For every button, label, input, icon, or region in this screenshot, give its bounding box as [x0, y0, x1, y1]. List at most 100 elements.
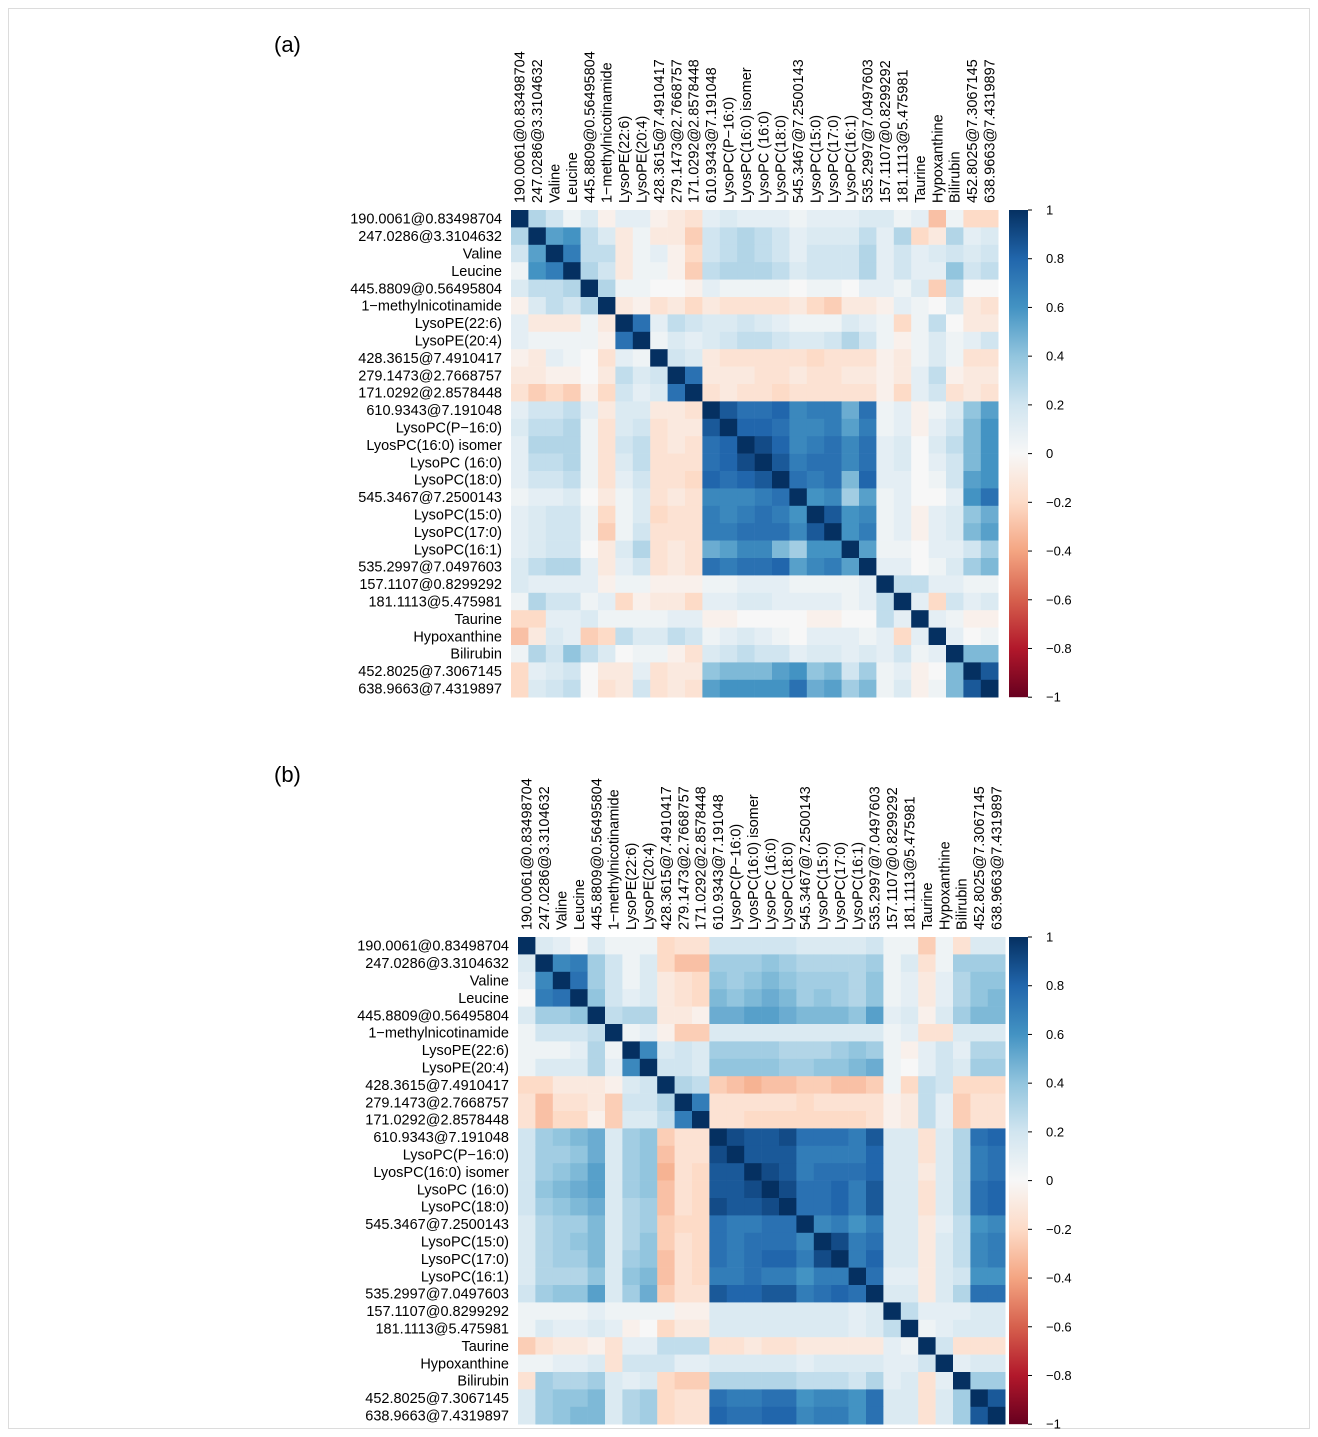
- heatmap-cell: [876, 558, 895, 576]
- heatmap-cell: [824, 645, 842, 663]
- heatmap-cell: [772, 227, 790, 246]
- heatmap-cell: [511, 488, 529, 507]
- heatmap-cell: [789, 523, 808, 541]
- heatmap-cell: [772, 366, 790, 385]
- heatmap-cell: [685, 349, 703, 367]
- row-label: 157.1107@0.8299292: [366, 1304, 509, 1320]
- heatmap-cell: [779, 1250, 797, 1268]
- heatmap-cell: [970, 1337, 989, 1355]
- heatmap-cell: [737, 244, 755, 263]
- heatmap-cell: [946, 227, 964, 246]
- heatmap-cell: [883, 1076, 902, 1094]
- heatmap-cell: [946, 471, 964, 489]
- heatmap-cell: [639, 1354, 658, 1373]
- heatmap-cell: [754, 262, 773, 280]
- heatmap-cell: [876, 210, 895, 228]
- heatmap-cell: [545, 331, 564, 350]
- heatmap-cell: [970, 1372, 989, 1390]
- heatmap-cell: [928, 662, 947, 681]
- heatmap-cell: [789, 418, 808, 437]
- heatmap-cell: [772, 610, 790, 628]
- heatmap-cell: [692, 954, 710, 973]
- column-label: 171.0292@2.8578448: [687, 59, 703, 203]
- heatmap-cell: [918, 937, 936, 955]
- heatmap-cell: [806, 262, 825, 280]
- heatmap-cell: [580, 418, 599, 437]
- heatmap-cell: [980, 488, 999, 507]
- heatmap-cell: [789, 314, 808, 333]
- heatmap-cell: [918, 1337, 936, 1355]
- heatmap-cell: [866, 1076, 884, 1094]
- heatmap-cell: [900, 1232, 919, 1251]
- heatmap-cell: [737, 297, 755, 315]
- heatmap-cell: [726, 1041, 745, 1060]
- heatmap-cell: [987, 1250, 1006, 1268]
- heatmap-cell: [866, 1058, 884, 1077]
- heatmap-cell: [789, 662, 808, 681]
- row-label: 452.8025@7.3067145: [358, 664, 502, 680]
- heatmap-cell: [702, 627, 721, 646]
- heatmap-cell: [848, 1145, 867, 1164]
- heatmap-cell: [963, 314, 982, 333]
- heatmap-cell: [667, 575, 686, 594]
- heatmap-cell: [518, 1111, 536, 1129]
- heatmap-cell: [946, 297, 964, 315]
- heatmap-cell: [535, 1024, 554, 1042]
- heatmap-cell: [946, 244, 964, 263]
- heatmap-cell: [563, 662, 581, 681]
- heatmap-cell: [598, 227, 616, 246]
- heatmap-cell: [953, 954, 971, 973]
- heatmap-cell: [615, 349, 634, 367]
- heatmap-cell: [876, 627, 895, 646]
- column-label: 171.0292@2.8578448: [694, 786, 710, 930]
- heatmap-cell: [848, 1372, 867, 1390]
- heatmap-cell: [813, 1093, 832, 1112]
- heatmap-cell: [953, 1389, 971, 1408]
- heatmap-cell: [692, 1128, 710, 1147]
- heatmap-cell: [824, 401, 842, 420]
- heatmap-cell: [737, 366, 755, 385]
- heatmap-cell: [754, 436, 773, 454]
- heatmap-cell: [876, 540, 895, 559]
- heatmap-cell: [789, 244, 808, 263]
- heatmap-cell: [859, 558, 877, 576]
- heatmap-cell: [779, 1285, 797, 1303]
- heatmap-cell: [719, 471, 738, 489]
- heatmap-cell: [632, 244, 651, 263]
- heatmap-cell: [692, 1006, 710, 1025]
- heatmap-cell: [615, 279, 634, 298]
- heatmap-cell: [928, 523, 947, 541]
- heatmap-cell: [535, 1006, 554, 1025]
- heatmap-cell: [587, 1319, 606, 1338]
- heatmap-cell: [848, 1267, 867, 1286]
- heatmap-cell: [580, 679, 599, 698]
- heatmap-cell: [900, 1006, 919, 1025]
- heatmap-cell: [831, 1058, 849, 1077]
- heatmap-cell: [900, 1354, 919, 1373]
- heatmap-cell: [848, 1128, 867, 1147]
- heatmap-cell: [970, 1093, 989, 1112]
- heatmap-cell: [813, 937, 832, 955]
- heatmap-cell: [824, 488, 842, 507]
- heatmap-cell: [615, 297, 634, 315]
- heatmap-cell: [587, 989, 606, 1007]
- heatmap-cell: [744, 1111, 762, 1129]
- heatmap-cell: [545, 540, 564, 559]
- row-label: LyosPC(16:0) isomer: [366, 438, 502, 454]
- heatmap-cell: [813, 989, 832, 1007]
- heatmap-cell: [528, 523, 547, 541]
- heatmap-cell: [737, 592, 755, 611]
- heatmap-cell: [754, 401, 773, 420]
- heatmap-cell: [570, 1389, 588, 1408]
- heatmap-cell: [754, 210, 773, 228]
- heatmap-cell: [650, 488, 668, 507]
- heatmap-cell: [970, 1319, 989, 1338]
- heatmap-cell: [987, 1372, 1006, 1390]
- heatmap-cell: [552, 1058, 571, 1077]
- heatmap-cell: [709, 1267, 728, 1286]
- heatmap-cell: [639, 1302, 658, 1321]
- heatmap-cell: [535, 1180, 554, 1199]
- heatmap-cell: [605, 1145, 623, 1164]
- heatmap-cell: [632, 349, 651, 367]
- heatmap-cell: [580, 227, 599, 246]
